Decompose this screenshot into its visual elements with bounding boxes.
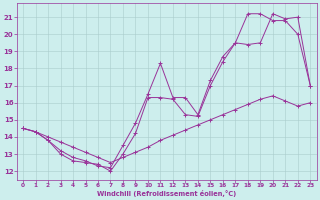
X-axis label: Windchill (Refroidissement éolien,°C): Windchill (Refroidissement éolien,°C) [97,190,236,197]
